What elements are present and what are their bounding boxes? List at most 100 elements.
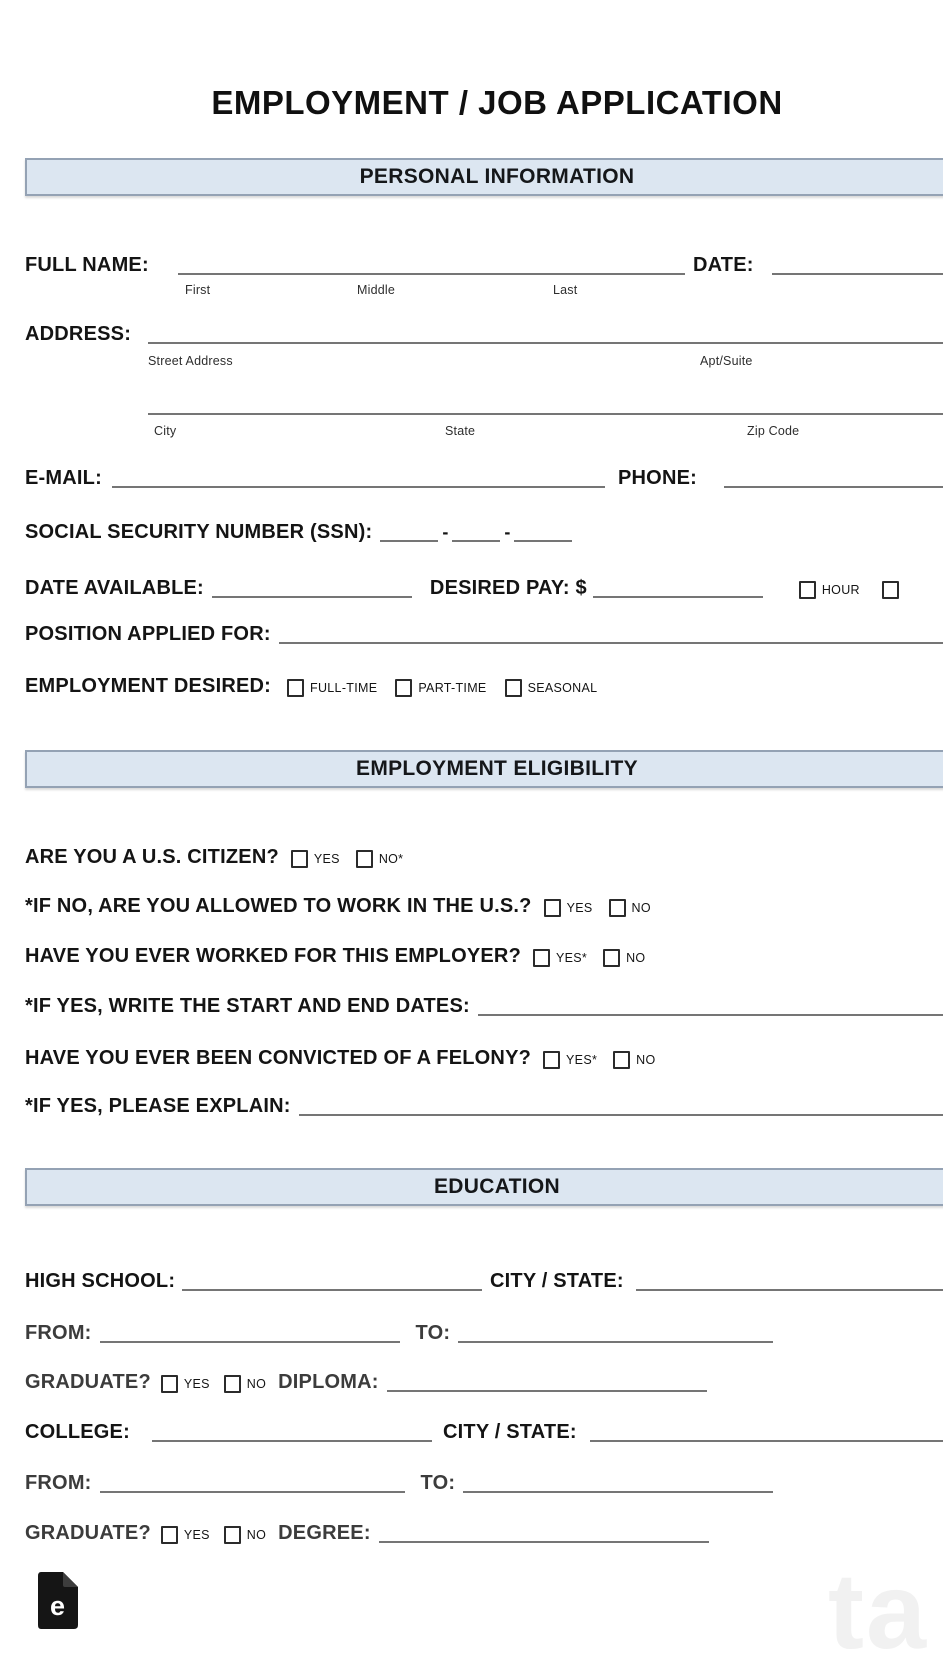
college-label: COLLEGE: xyxy=(25,1421,130,1443)
date-available-field-line[interactable] xyxy=(211,576,412,598)
full-name-field-line[interactable] xyxy=(178,253,685,275)
hs-graduate-no-label: NO xyxy=(246,1377,267,1391)
allowed-no-label: NO xyxy=(631,901,651,915)
full-time-checkbox[interactable] xyxy=(287,679,305,697)
felony-explain-label: *IF YES, PLEASE EXPLAIN: xyxy=(25,1095,291,1117)
high-school-dates-row: FROM: TO: xyxy=(25,1321,774,1345)
allowed-yes-checkbox[interactable] xyxy=(543,899,561,917)
high-school-to-label: TO: xyxy=(415,1322,451,1344)
felony-no-checkbox[interactable] xyxy=(613,1051,631,1069)
allowed-yes-label: YES xyxy=(566,901,593,915)
phone-label: PHONE: xyxy=(618,467,697,489)
employment-desired-row: EMPLOYMENT DESIRED: FULL-TIME PART-TIME … xyxy=(25,674,597,698)
full-time-option-label: FULL-TIME xyxy=(310,681,378,695)
ssn-dash-1: - xyxy=(442,522,449,542)
diploma-field-line[interactable] xyxy=(386,1370,707,1392)
worked-yes-label: YES* xyxy=(556,951,588,965)
date-available-label: DATE AVAILABLE: xyxy=(25,577,204,599)
high-school-from-label: FROM: xyxy=(25,1322,92,1344)
full-name-row: FULL NAME: DATE: xyxy=(0,253,943,285)
full-name-label: FULL NAME: xyxy=(25,254,149,276)
ssn-field-line-2[interactable] xyxy=(452,520,501,542)
desired-pay-label: DESIRED PAY: $ xyxy=(429,577,587,599)
high-school-to-field-line[interactable] xyxy=(458,1321,774,1343)
part-time-checkbox[interactable] xyxy=(395,679,413,697)
hs-graduate-yes-checkbox[interactable] xyxy=(160,1375,178,1393)
felony-question-row: HAVE YOU EVER BEEN CONVICTED OF A FELONY… xyxy=(25,1046,655,1070)
college-graduate-no-label: NO xyxy=(246,1528,267,1542)
college-city-state-field-line[interactable] xyxy=(590,1420,943,1442)
college-city-state-label: CITY / STATE: xyxy=(443,1421,577,1443)
position-field-line[interactable] xyxy=(278,622,943,644)
college-field-line[interactable] xyxy=(152,1420,432,1442)
felony-yes-checkbox[interactable] xyxy=(543,1051,561,1069)
position-row: POSITION APPLIED FOR: xyxy=(25,622,943,646)
section-header-label: EMPLOYMENT ELIGIBILITY xyxy=(356,757,638,780)
citizen-question-label: ARE YOU A U.S. CITIZEN? xyxy=(25,846,279,868)
start-end-dates-row: *IF YES, WRITE THE START AND END DATES: xyxy=(25,994,943,1018)
high-school-from-field-line[interactable] xyxy=(99,1321,400,1343)
ssn-row: SOCIAL SECURITY NUMBER (SSN): - - xyxy=(25,520,573,544)
seasonal-option-label: SEASONAL xyxy=(527,681,598,695)
hs-graduate-yes-label: YES xyxy=(183,1377,210,1391)
ssn-field-line-3[interactable] xyxy=(514,520,573,542)
section-header-label: EDUCATION xyxy=(434,1175,560,1198)
college-to-field-line[interactable] xyxy=(463,1471,774,1493)
citizen-no-checkbox[interactable] xyxy=(355,850,373,868)
street-address-sublabel: Street Address xyxy=(148,354,233,368)
seasonal-checkbox[interactable] xyxy=(504,679,522,697)
position-label: POSITION APPLIED FOR: xyxy=(25,623,271,645)
start-end-dates-label: *IF YES, WRITE THE START AND END DATES: xyxy=(25,995,470,1017)
street-address-field-line[interactable] xyxy=(148,322,943,344)
email-phone-row: E-MAIL: PHONE: xyxy=(0,466,943,498)
address-row: ADDRESS: xyxy=(0,322,943,354)
ssn-field-line-1[interactable] xyxy=(380,520,439,542)
pay-salary-checkbox[interactable] xyxy=(881,581,899,599)
college-from-field-line[interactable] xyxy=(99,1471,405,1493)
zip-code-sublabel: Zip Code xyxy=(747,424,800,438)
felony-explain-row: *IF YES, PLEASE EXPLAIN: xyxy=(25,1094,943,1118)
high-school-graduate-label: GRADUATE? xyxy=(25,1371,151,1393)
watermark: ta xyxy=(828,1550,929,1671)
date-available-row: DATE AVAILABLE: DESIRED PAY: $ HOUR xyxy=(25,576,899,600)
section-header-education: EDUCATION xyxy=(25,1168,943,1206)
state-sublabel: State xyxy=(445,424,476,438)
felony-explain-field-line[interactable] xyxy=(298,1094,943,1116)
high-school-city-state-field-line[interactable] xyxy=(636,1269,943,1291)
allowed-to-work-question-label: *IF NO, ARE YOU ALLOWED TO WORK IN THE U… xyxy=(25,895,532,917)
degree-field-line[interactable] xyxy=(378,1521,709,1543)
high-school-label: HIGH SCHOOL: xyxy=(25,1270,176,1292)
worked-no-checkbox[interactable] xyxy=(603,949,621,967)
city-sublabel: City xyxy=(154,424,177,438)
worked-before-question-row: HAVE YOU EVER WORKED FOR THIS EMPLOYER? … xyxy=(25,944,645,968)
allowed-to-work-question-row: *IF NO, ARE YOU ALLOWED TO WORK IN THE U… xyxy=(25,894,651,918)
citizen-yes-checkbox[interactable] xyxy=(290,850,308,868)
city-state-zip-field-line[interactable] xyxy=(148,393,943,415)
desired-pay-field-line[interactable] xyxy=(592,576,763,598)
pay-hour-checkbox[interactable] xyxy=(798,581,816,599)
hs-graduate-no-checkbox[interactable] xyxy=(223,1375,241,1393)
worked-no-label: NO xyxy=(626,951,646,965)
college-graduate-no-checkbox[interactable] xyxy=(223,1526,241,1544)
worked-yes-checkbox[interactable] xyxy=(533,949,550,967)
date-field-line[interactable] xyxy=(772,253,943,275)
felony-question-label: HAVE YOU EVER BEEN CONVICTED OF A FELONY… xyxy=(25,1047,532,1069)
felony-no-label: NO xyxy=(636,1053,656,1067)
college-to-label: TO: xyxy=(420,1472,456,1494)
date-label: DATE: xyxy=(693,254,754,276)
high-school-field-line[interactable] xyxy=(182,1269,482,1291)
phone-field-line[interactable] xyxy=(724,466,943,488)
email-field-line[interactable] xyxy=(112,466,605,488)
felony-yes-label: YES* xyxy=(566,1053,598,1067)
high-school-row: HIGH SCHOOL: CITY / STATE: xyxy=(0,1269,943,1301)
ssn-dash-2: - xyxy=(504,522,511,542)
allowed-no-checkbox[interactable] xyxy=(608,899,626,917)
middle-name-sublabel: Middle xyxy=(357,283,396,297)
page-title: EMPLOYMENT / JOB APPLICATION xyxy=(211,84,783,121)
start-end-dates-field-line[interactable] xyxy=(477,994,943,1016)
high-school-graduate-row: GRADUATE? YES NO DIPLOMA: xyxy=(25,1370,707,1394)
section-header-label: PERSONAL INFORMATION xyxy=(359,165,635,188)
diploma-label: DIPLOMA: xyxy=(278,1371,379,1393)
college-graduate-yes-checkbox[interactable] xyxy=(160,1526,178,1544)
